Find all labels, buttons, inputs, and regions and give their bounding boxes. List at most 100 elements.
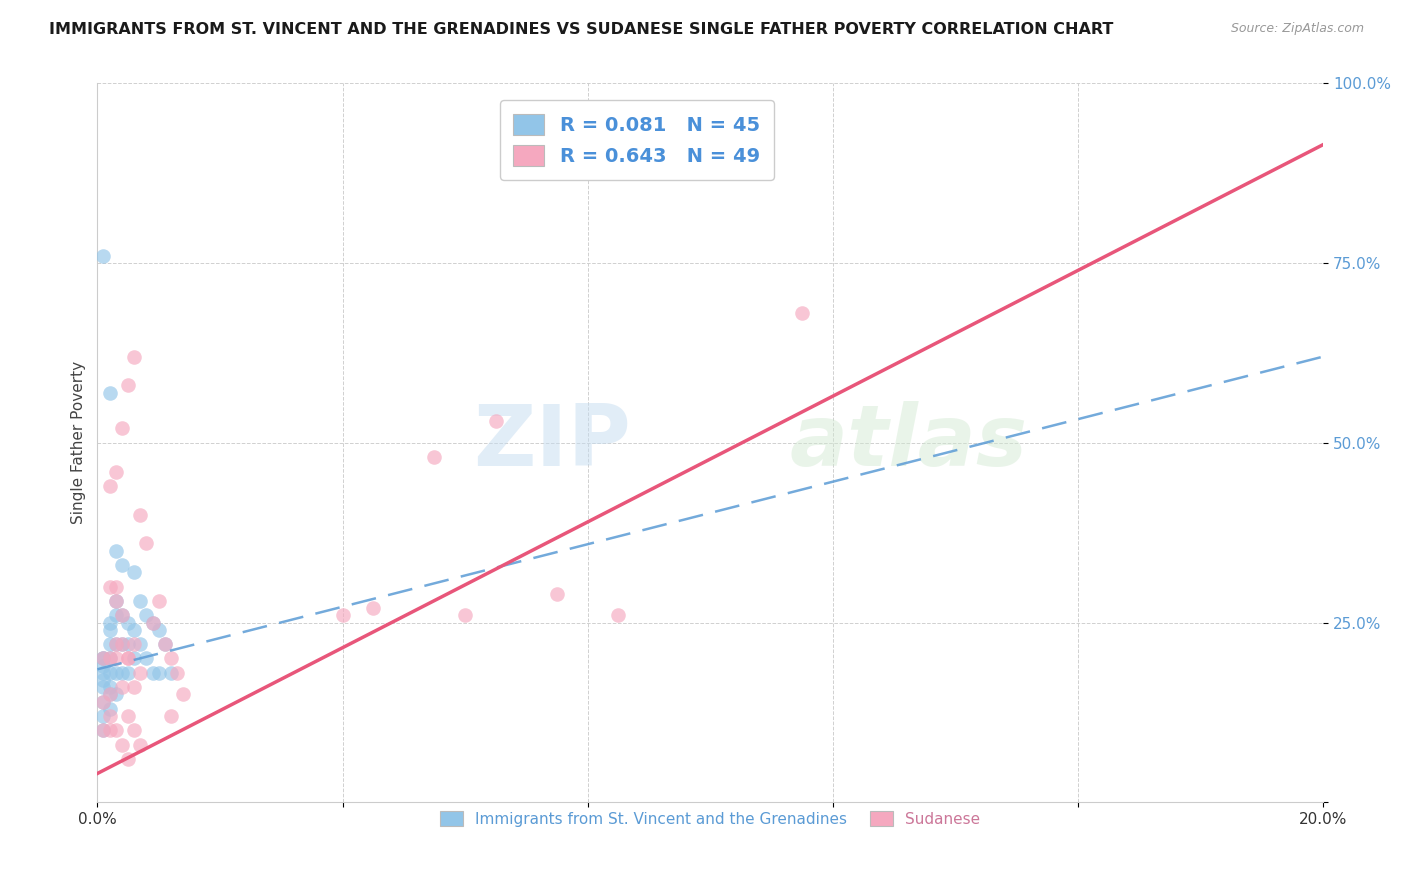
Point — [122, 680, 145, 694]
Point — [98, 479, 121, 493]
Point — [111, 558, 134, 572]
Point — [104, 594, 127, 608]
Y-axis label: Single Father Poverty: Single Father Poverty — [72, 361, 86, 524]
Point — [93, 651, 115, 665]
Point — [135, 651, 157, 665]
Point — [104, 665, 127, 680]
Point — [98, 651, 121, 665]
Point — [792, 306, 814, 320]
Point — [122, 350, 145, 364]
Point — [104, 543, 127, 558]
Point — [332, 608, 354, 623]
Point — [93, 709, 115, 723]
Point — [98, 702, 121, 716]
Point — [111, 680, 134, 694]
Point — [104, 637, 127, 651]
Point — [361, 601, 384, 615]
Point — [117, 665, 139, 680]
Point — [117, 615, 139, 630]
Point — [129, 665, 152, 680]
Point — [148, 665, 170, 680]
Point — [104, 580, 127, 594]
Point — [148, 594, 170, 608]
Point — [546, 587, 568, 601]
Point — [104, 608, 127, 623]
Point — [98, 637, 121, 651]
Point — [129, 637, 152, 651]
Point — [117, 378, 139, 392]
Point — [93, 723, 115, 738]
Point — [98, 615, 121, 630]
Point — [104, 688, 127, 702]
Point — [111, 665, 134, 680]
Point — [93, 673, 115, 687]
Point — [93, 651, 115, 665]
Point — [117, 651, 139, 665]
Point — [153, 637, 176, 651]
Point — [172, 688, 194, 702]
Point — [454, 608, 477, 623]
Point — [166, 665, 188, 680]
Point — [160, 665, 183, 680]
Point — [93, 723, 115, 738]
Point — [111, 738, 134, 752]
Point — [98, 580, 121, 594]
Text: atlas: atlas — [790, 401, 1028, 484]
Point — [117, 709, 139, 723]
Point — [98, 709, 121, 723]
Point — [98, 680, 121, 694]
Point — [135, 608, 157, 623]
Point — [93, 695, 115, 709]
Point — [98, 723, 121, 738]
Point — [111, 421, 134, 435]
Point — [638, 162, 661, 177]
Point — [160, 651, 183, 665]
Point — [111, 637, 134, 651]
Point — [98, 623, 121, 637]
Point — [141, 615, 163, 630]
Point — [93, 680, 115, 694]
Legend: Immigrants from St. Vincent and the Grenadines, Sudanese: Immigrants from St. Vincent and the Gren… — [433, 804, 988, 834]
Point — [104, 637, 127, 651]
Point — [104, 465, 127, 479]
Point — [111, 637, 134, 651]
Point — [129, 738, 152, 752]
Point — [129, 594, 152, 608]
Point — [153, 637, 176, 651]
Point — [129, 508, 152, 522]
Point — [93, 665, 115, 680]
Point — [122, 637, 145, 651]
Point — [485, 414, 508, 428]
Point — [160, 709, 183, 723]
Point — [141, 665, 163, 680]
Point — [111, 608, 134, 623]
Point — [117, 651, 139, 665]
Point — [98, 385, 121, 400]
Point — [98, 688, 121, 702]
Text: Source: ZipAtlas.com: Source: ZipAtlas.com — [1230, 22, 1364, 36]
Point — [423, 450, 446, 465]
Point — [111, 608, 134, 623]
Point — [98, 665, 121, 680]
Point — [122, 566, 145, 580]
Point — [122, 723, 145, 738]
Point — [607, 608, 630, 623]
Point — [104, 723, 127, 738]
Point — [93, 651, 115, 665]
Point — [98, 688, 121, 702]
Point — [104, 651, 127, 665]
Point — [122, 623, 145, 637]
Point — [93, 695, 115, 709]
Point — [117, 637, 139, 651]
Point — [148, 623, 170, 637]
Point — [122, 651, 145, 665]
Text: IMMIGRANTS FROM ST. VINCENT AND THE GRENADINES VS SUDANESE SINGLE FATHER POVERTY: IMMIGRANTS FROM ST. VINCENT AND THE GREN… — [49, 22, 1114, 37]
Point — [98, 651, 121, 665]
Point — [104, 594, 127, 608]
Point — [117, 752, 139, 766]
Point — [93, 658, 115, 673]
Point — [93, 249, 115, 263]
Point — [135, 536, 157, 550]
Text: ZIP: ZIP — [472, 401, 631, 484]
Point — [141, 615, 163, 630]
